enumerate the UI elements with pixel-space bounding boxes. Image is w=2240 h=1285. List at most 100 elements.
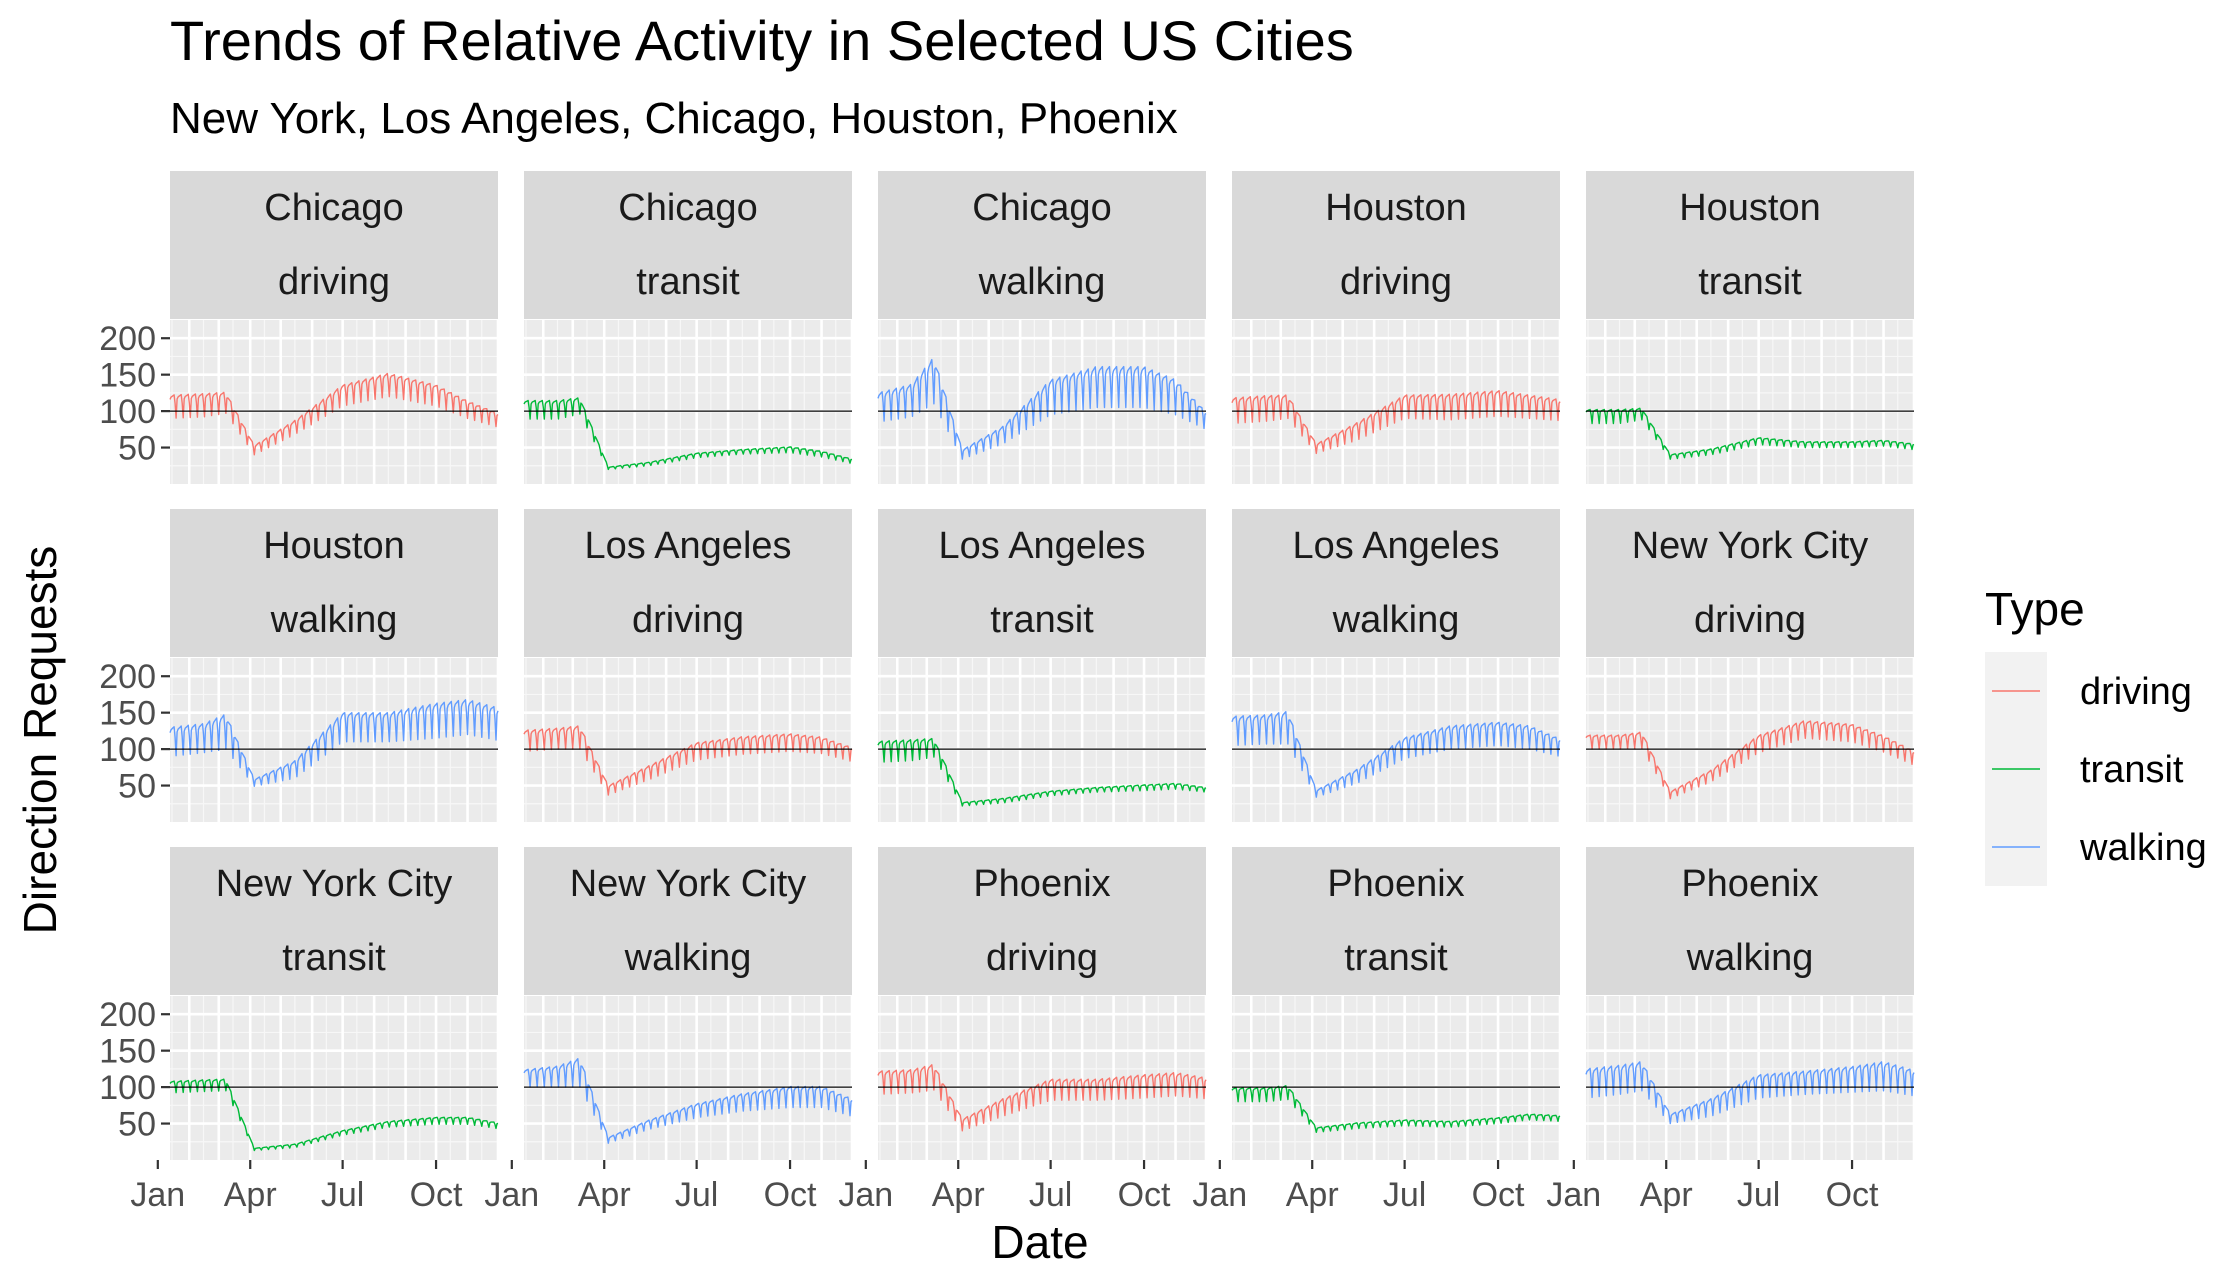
x-tick-label: Jan	[1546, 1176, 1601, 1214]
x-axis-label: Date	[991, 1216, 1088, 1268]
x-tick-label: Jul	[675, 1176, 718, 1214]
series-line-phoenix-walking	[1585, 1061, 1915, 1125]
x-tick-label: Jul	[1737, 1176, 1780, 1214]
strip-city-label: Houston	[263, 525, 405, 567]
panel-background	[1586, 320, 1914, 484]
panel-phoenix-transit: Phoenix transit Jan Apr Jul Oct	[1192, 847, 1562, 1214]
y-tick-label: 100	[99, 393, 156, 431]
x-tick-label: Oct	[764, 1176, 817, 1214]
strip-type-label: driving	[986, 937, 1098, 979]
panel-chicago-transit: Chicago transit	[523, 171, 854, 484]
strip-city-bg	[1586, 509, 1914, 583]
y-tick-label: 150	[99, 357, 156, 395]
strip-city-label: Chicago	[618, 187, 757, 229]
strip-type-label: transit	[1344, 937, 1448, 979]
series-line-phoenix-driving	[877, 1064, 1207, 1132]
strip-city-bg	[170, 509, 498, 583]
strip-type-bg	[1232, 245, 1560, 319]
x-tick-label: Jan	[130, 1176, 185, 1214]
x-tick-label: Oct	[1826, 1176, 1879, 1214]
panel-background	[170, 996, 498, 1160]
panel-background	[170, 658, 498, 822]
strip-city-bg	[170, 171, 498, 245]
legend-label-walking: walking	[2079, 827, 2207, 869]
x-tick-label: Apr	[1286, 1176, 1339, 1214]
strip-city-label: Houston	[1325, 187, 1467, 229]
strip-city-bg	[524, 847, 852, 921]
panel-phoenix-driving: Phoenix driving Jan Apr Jul Oct	[838, 847, 1208, 1214]
y-tick-label: 150	[99, 695, 156, 733]
strip-type-bg	[170, 583, 498, 657]
strip-type-bg	[170, 921, 498, 995]
series-line-phoenix-transit	[1231, 1084, 1561, 1134]
strip-type-bg	[1586, 245, 1914, 319]
y-tick-label: 50	[118, 768, 156, 806]
strip-type-bg	[878, 583, 1206, 657]
series-line-chicago-driving	[169, 372, 499, 456]
panel-chicago-walking: Chicago walking	[877, 171, 1208, 484]
y-tick-label: 200	[99, 658, 156, 696]
strip-type-bg	[1232, 921, 1560, 995]
strip-type-bg	[1232, 583, 1560, 657]
x-tick-label: Jul	[1029, 1176, 1072, 1214]
panel-phoenix-walking: Phoenix walking Jan Apr Jul Oct	[1546, 847, 1916, 1214]
strip-city-label: Los Angeles	[938, 525, 1145, 567]
chart-subtitle: New York, Los Angeles, Chicago, Houston,…	[170, 94, 1178, 143]
strip-type-label: walking	[1332, 599, 1460, 641]
strip-type-bg	[878, 245, 1206, 319]
strip-type-label: walking	[270, 599, 398, 641]
strip-type-bg	[524, 583, 852, 657]
strip-city-bg	[1232, 171, 1560, 245]
strip-city-bg	[1586, 171, 1914, 245]
series-line-houston-transit	[1585, 407, 1915, 460]
strip-type-label: transit	[282, 937, 386, 979]
panel-new-york-city-walking: New York City walking Jan Apr Jul Oct	[484, 847, 854, 1214]
panel-houston-transit: Houston transit	[1585, 171, 1916, 484]
strip-type-label: transit	[1698, 261, 1802, 303]
series-line-new-york-city-driving	[1585, 720, 1915, 800]
x-tick-label: Oct	[1472, 1176, 1525, 1214]
series-line-los-angeles-transit	[877, 737, 1207, 807]
strip-city-bg	[170, 847, 498, 921]
strip-city-bg	[1232, 509, 1560, 583]
strip-type-label: driving	[1340, 261, 1452, 303]
y-axis-label: Direction Requests	[14, 546, 66, 935]
strip-type-bg	[1586, 583, 1914, 657]
panel-los-angeles-driving: Los Angeles driving	[523, 509, 854, 822]
strip-city-bg	[878, 171, 1206, 245]
y-tick-label: 100	[99, 1069, 156, 1107]
series-line-houston-walking	[169, 699, 499, 787]
y-tick-label: 50	[118, 430, 156, 468]
x-tick-label: Apr	[932, 1176, 985, 1214]
y-tick-label: 100	[99, 731, 156, 769]
strip-city-label: Chicago	[972, 187, 1111, 229]
strip-type-label: transit	[990, 599, 1094, 641]
x-tick-label: Jan	[838, 1176, 893, 1214]
x-tick-label: Apr	[1640, 1176, 1693, 1214]
strip-city-bg	[1232, 847, 1560, 921]
strip-city-label: Houston	[1679, 187, 1821, 229]
x-tick-label: Apr	[578, 1176, 631, 1214]
legend-label-transit: transit	[2080, 749, 2184, 791]
legend-title: Type	[1985, 583, 2085, 635]
strip-type-label: transit	[636, 261, 740, 303]
strip-type-label: driving	[278, 261, 390, 303]
strip-city-label: Phoenix	[1327, 863, 1464, 905]
panel-los-angeles-walking: Los Angeles walking	[1231, 509, 1562, 822]
strip-type-label: driving	[1694, 599, 1806, 641]
strip-city-label: Phoenix	[1681, 863, 1818, 905]
strip-type-bg	[524, 245, 852, 319]
panel-background	[878, 320, 1206, 484]
strip-type-label: driving	[632, 599, 744, 641]
strip-type-bg	[1586, 921, 1914, 995]
series-line-los-angeles-walking	[1231, 711, 1561, 798]
x-tick-label: Jan	[484, 1176, 539, 1214]
strip-city-bg	[878, 509, 1206, 583]
strip-city-bg	[1586, 847, 1914, 921]
strip-city-label: Los Angeles	[584, 525, 791, 567]
x-tick-label: Oct	[1118, 1176, 1171, 1214]
y-tick-label: 200	[99, 320, 156, 358]
x-tick-label: Jul	[1383, 1176, 1426, 1214]
